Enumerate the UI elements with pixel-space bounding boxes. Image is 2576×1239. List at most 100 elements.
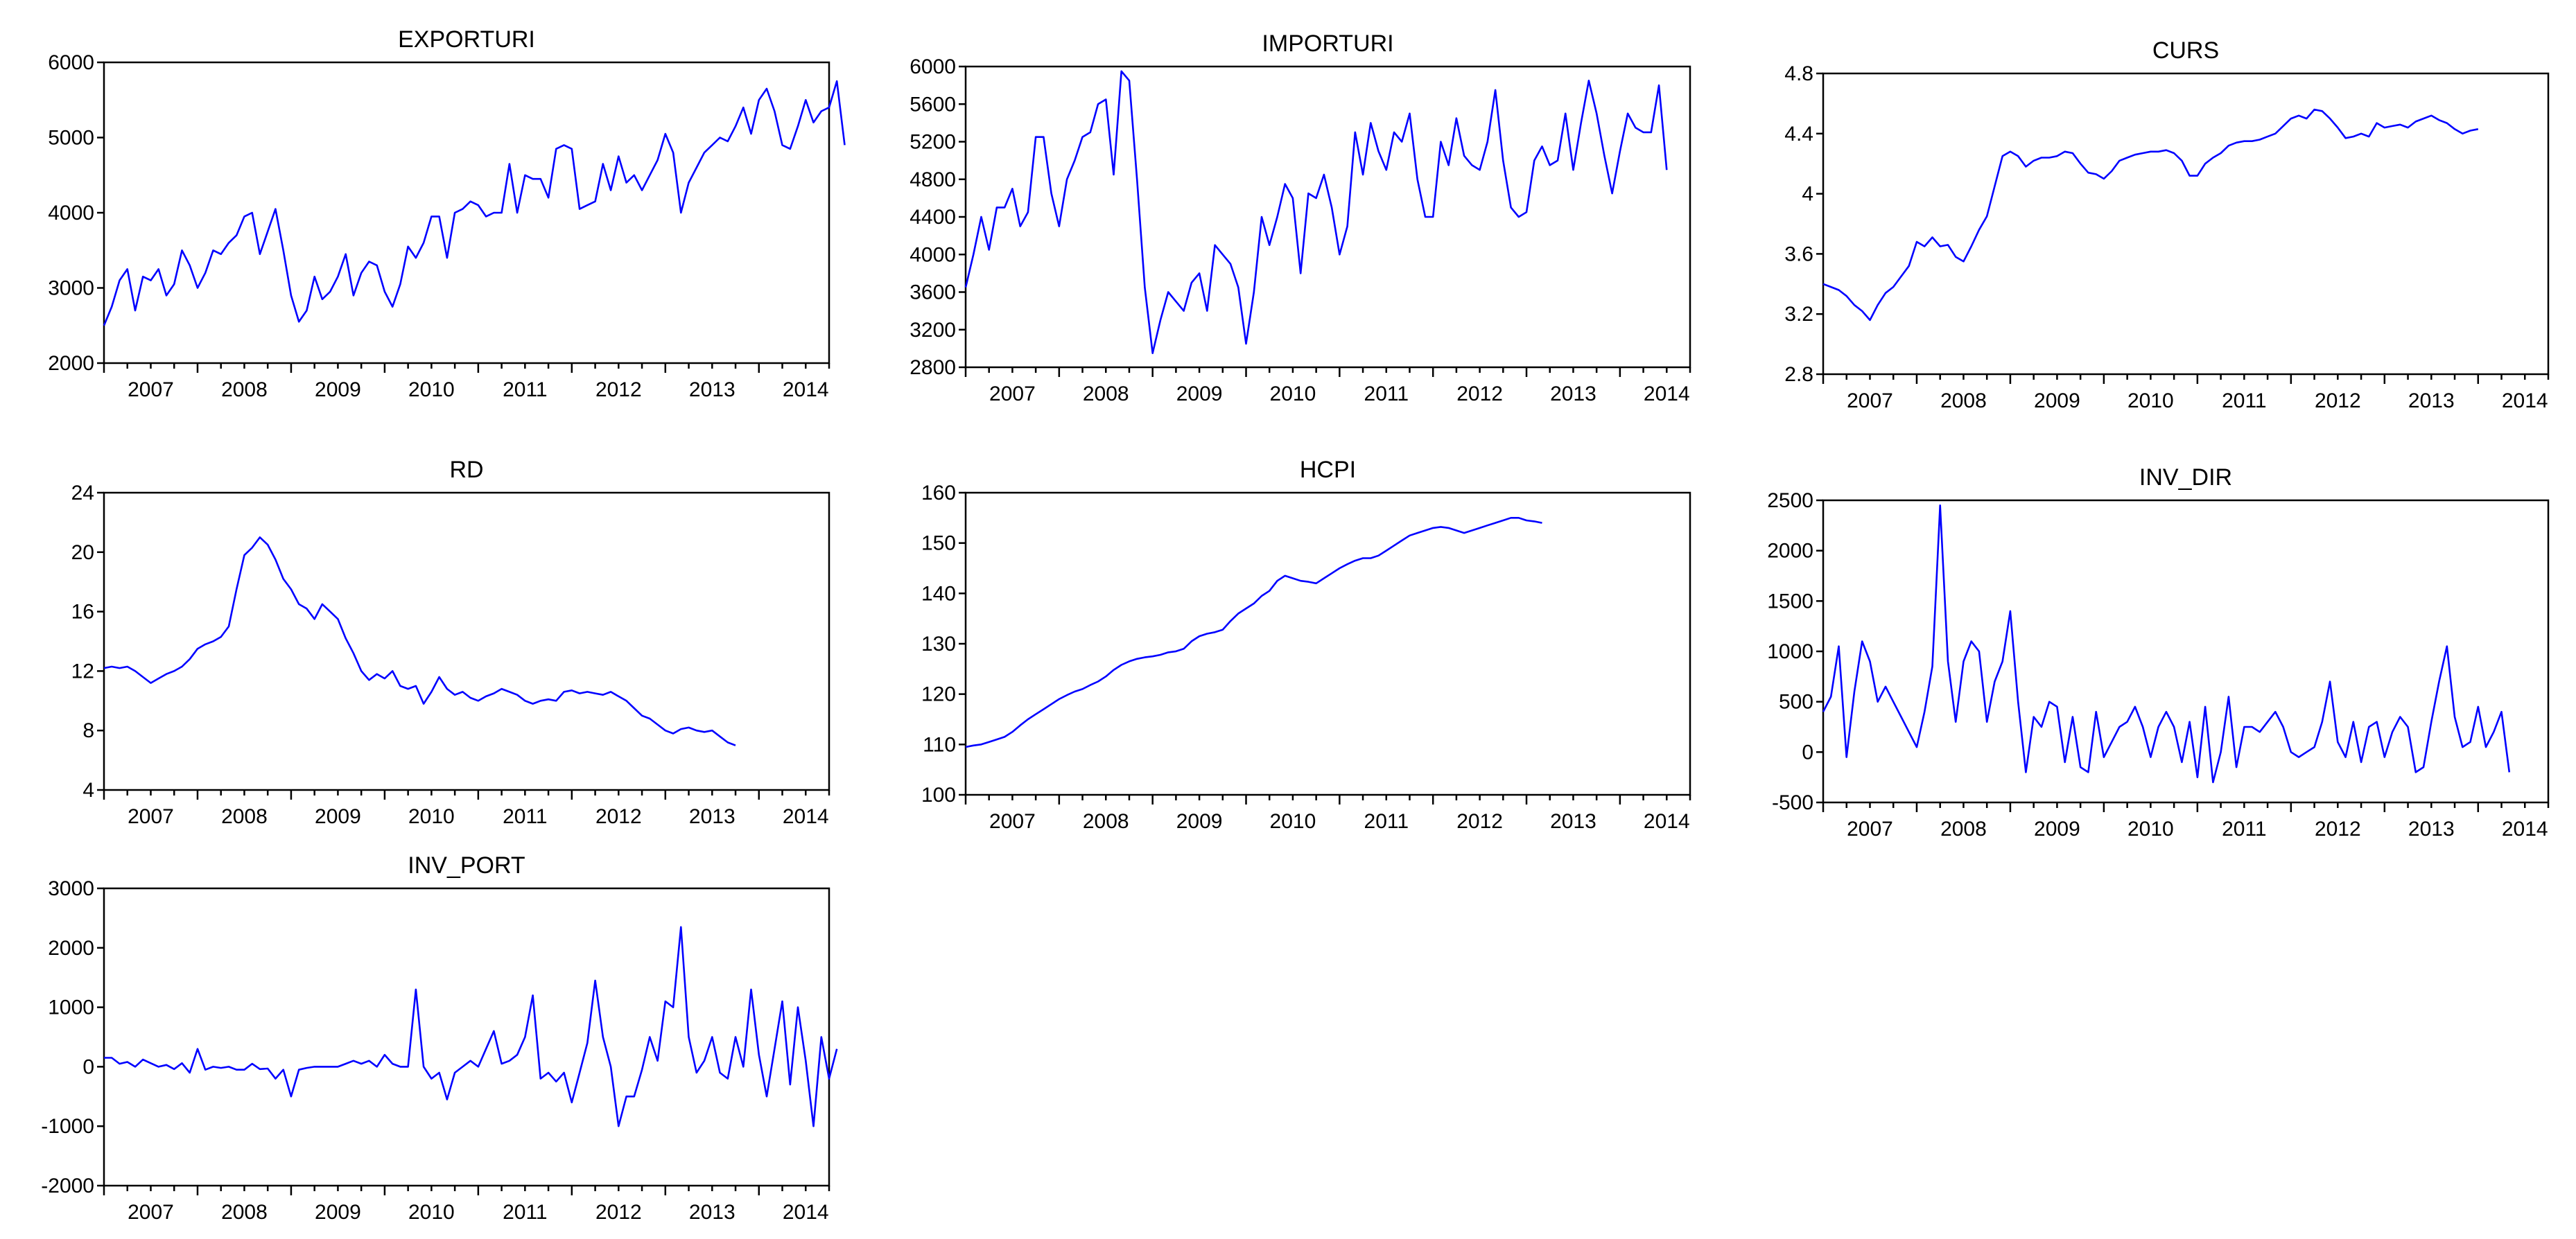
x-tick-label: 2007 [989,810,1036,833]
y-tick-label: 2000 [48,352,94,375]
x-tick-label: 2009 [315,378,361,401]
y-tick-label: 20 [71,541,94,564]
y-tick-label: 1000 [1767,640,1813,663]
x-tick-label: 2014 [2502,389,2548,412]
x-tick-label: 2011 [1364,383,1409,405]
y-tick-label: 4800 [910,168,956,191]
series-line [964,70,1668,354]
y-tick-label: 4000 [48,202,94,225]
x-tick-label: 2009 [315,1201,361,1224]
y-tick-label: 4 [82,779,94,802]
x-tick-label: 2008 [1940,818,1987,841]
chart-title: RD [449,457,483,483]
y-tick-label: 6000 [910,55,956,78]
y-tick-label: 3000 [48,877,94,900]
x-tick-label: 2009 [315,805,361,828]
series-line [1822,108,2479,322]
chart-importuri: IMPORTURI 2800 3200 3600 4000 4400 4800 5200 56… [910,30,1691,405]
y-axis: 2.8 3.2 3.6 4 4.4 4.8 [1784,62,1823,386]
y-tick-label: 5000 [48,127,94,150]
x-tick-label: 2012 [595,1201,642,1224]
x-tick-label: 2014 [1644,810,1690,833]
x-tick-label: 2008 [1083,383,1129,405]
x-tick-label: 2014 [783,1201,829,1224]
x-tick-label: 2007 [128,1201,174,1224]
y-axis: 2800 3200 3600 4000 4400 4800 5200 5600 6000 [910,55,966,379]
y-tick-label: 4000 [910,243,956,266]
x-tick-label: 2009 [1176,383,1223,405]
x-axis: 2007 2008 2009 2010 2011 2012 2013 2014 [103,363,830,401]
x-tick-label: 2013 [1550,383,1596,405]
y-tick-label: 3.6 [1784,243,1813,265]
x-tick-label: 2013 [689,805,736,828]
series-line [1822,504,2511,784]
y-tick-label: 3200 [910,319,956,342]
x-tick-label: 2007 [1847,389,1893,412]
x-tick-label: 2014 [783,378,829,401]
y-tick-label: 4.4 [1784,123,1813,146]
x-tick-label: 2007 [1847,818,1893,841]
x-tick-label: 2012 [1456,810,1503,833]
x-axis: 2007 2008 2009 2010 2011 2012 2013 2014 [964,795,1691,833]
y-tick-label: 8 [82,719,94,742]
x-tick-label: 2007 [989,383,1036,405]
y-tick-label: 16 [71,601,94,624]
plot-frame [964,491,1691,796]
y-tick-label: 0 [1802,741,1813,764]
chart-title: INV_PORT [408,852,525,879]
y-tick-label: 3.2 [1784,303,1813,326]
x-tick-label: 2014 [2502,818,2548,841]
x-axis: 2007 2008 2009 2010 2011 2012 2013 2014 [1822,374,2550,412]
y-tick-label: 4.8 [1784,62,1813,85]
x-axis: 2007 2008 2009 2010 2011 2012 2013 2014 [103,1186,830,1224]
x-tick-label: 2013 [689,1201,736,1224]
y-tick-label: 2500 [1767,489,1813,512]
y-tick-label: 24 [71,482,94,504]
y-tick-label: 3600 [910,281,956,304]
y-tick-label: 3000 [48,277,94,300]
x-tick-label: 2011 [2222,389,2267,412]
x-tick-label: 2012 [2315,818,2361,841]
x-tick-label: 2013 [2408,818,2455,841]
y-tick-label: 2000 [48,937,94,960]
y-tick-label: 4 [1802,183,1813,206]
x-tick-label: 2012 [595,378,642,401]
x-axis: 2007 2008 2009 2010 2011 2012 2013 2014 [964,367,1691,405]
x-tick-label: 2010 [1270,383,1316,405]
x-tick-label: 2011 [503,1201,548,1224]
y-tick-label: 2800 [910,356,956,379]
y-axis: 100 110 120 130 140 150 160 [921,482,966,807]
x-axis: 2007 2008 2009 2010 2011 2012 2013 2014 [103,790,830,828]
y-tick-label: 4400 [910,206,956,229]
plot-frame [103,887,830,1187]
y-tick-label: 110 [923,733,956,756]
y-tick-label: 100 [921,784,956,807]
series-line [965,517,1542,748]
y-tick-label: 150 [921,532,956,555]
y-tick-label: 2.8 [1784,363,1813,386]
y-tick-label: -2000 [41,1175,94,1197]
chart-curs: CURS 2.83.23.644.44.8 2007 2008 2009 2010 20… [1784,37,2550,412]
x-tick-label: 2007 [128,378,174,401]
plot-frame [1822,499,2550,804]
y-tick-label: 1000 [48,996,94,1019]
y-axis: -2000 -1000 0 1000 2000 3000 [41,877,104,1197]
x-tick-label: 2008 [1940,389,1987,412]
x-tick-label: 2009 [2034,389,2080,412]
y-tick-label: 2000 [1767,540,1813,563]
x-tick-label: 2012 [2315,389,2361,412]
x-tick-label: 2007 [128,805,174,828]
x-tick-label: 2008 [1083,810,1129,833]
y-tick-label: 6000 [48,51,94,74]
x-tick-label: 2012 [595,805,642,828]
y-tick-label: 1500 [1767,590,1813,613]
y-tick-label: 5600 [910,93,956,116]
series-line [104,926,838,1127]
y-tick-label: -1000 [41,1115,94,1138]
chart-title: HCPI [1300,457,1356,483]
plot-frame [964,65,1691,369]
